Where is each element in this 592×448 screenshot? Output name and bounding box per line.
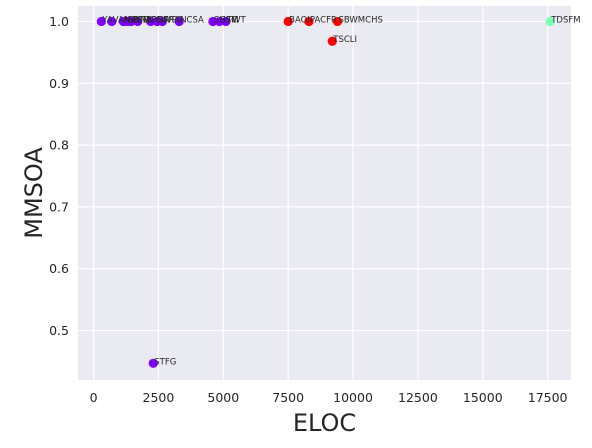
point-label: TDSFM: [550, 15, 580, 25]
point-label: SBWMCHS: [338, 15, 382, 25]
point-label: PACFR: [310, 15, 337, 25]
point-label: VAN: [113, 15, 130, 25]
x-axis-label: ELOC: [293, 409, 356, 437]
point-label: NCSA: [180, 15, 204, 25]
y-tick-label: 0.9: [49, 76, 69, 91]
point-label: PDA: [152, 15, 170, 25]
y-tick-label: 1.0: [49, 14, 69, 29]
point-label: STFG: [154, 357, 176, 367]
scatter-point: [174, 16, 184, 27]
scatter-point: [327, 36, 337, 46]
x-tick-label: 0: [90, 390, 98, 405]
y-tick-label: 0.6: [49, 261, 69, 276]
x-tick-label: 17500: [528, 390, 568, 405]
point-label: SSM: [220, 15, 238, 25]
x-tick-label: 5000: [207, 390, 239, 405]
scatter-point: [133, 16, 143, 27]
point-label: YA: [101, 15, 113, 25]
x-axis-ticks: 0 2500 5000 7500 10000 12500 15000 17500: [90, 390, 568, 405]
point-label: BAOI: [289, 15, 310, 25]
y-tick-label: 0.5: [49, 323, 69, 338]
point-label: SFRA: [158, 15, 180, 25]
grid-lines: [78, 6, 571, 380]
scatter-point: [96, 16, 106, 27]
point-label: TSCLI: [332, 35, 357, 45]
y-axis-ticks: 0.5 0.6 0.7 0.8 0.9 1.0: [49, 14, 69, 338]
x-tick-label: 2500: [143, 390, 175, 405]
x-tick-label: 15000: [463, 390, 503, 405]
plot-area: [78, 6, 571, 380]
x-tick-label: 10000: [333, 390, 373, 405]
point-label: WPS: [163, 15, 182, 25]
scatter-point: [148, 358, 158, 368]
point-label: TBCG: [138, 15, 162, 25]
scatter-point: [545, 16, 555, 27]
x-tick-label: 12500: [398, 390, 438, 405]
y-tick-label: 0.7: [49, 199, 69, 214]
point-label: TWT: [226, 15, 247, 25]
scatter-point: [304, 16, 314, 27]
point-label: NIB: [124, 15, 139, 25]
y-axis-label: MMSOA: [20, 147, 48, 239]
y-tick-label: 0.8: [49, 138, 69, 153]
scatter-point: [146, 16, 156, 27]
scatter-point: [283, 16, 293, 27]
point-label: PSM: [132, 15, 150, 25]
scatter-point: [332, 16, 343, 27]
point-label: SHSC: [214, 15, 237, 25]
scatter-point: [126, 16, 136, 27]
point-label: SUNB: [128, 15, 152, 25]
scatter-point: [221, 16, 231, 27]
x-tick-label: 7500: [272, 390, 304, 405]
data-points: [96, 16, 555, 368]
scatter-point: [107, 16, 117, 27]
scatter-point: [208, 16, 218, 27]
scatter-point: [214, 16, 225, 27]
scatter-point: [157, 16, 167, 27]
